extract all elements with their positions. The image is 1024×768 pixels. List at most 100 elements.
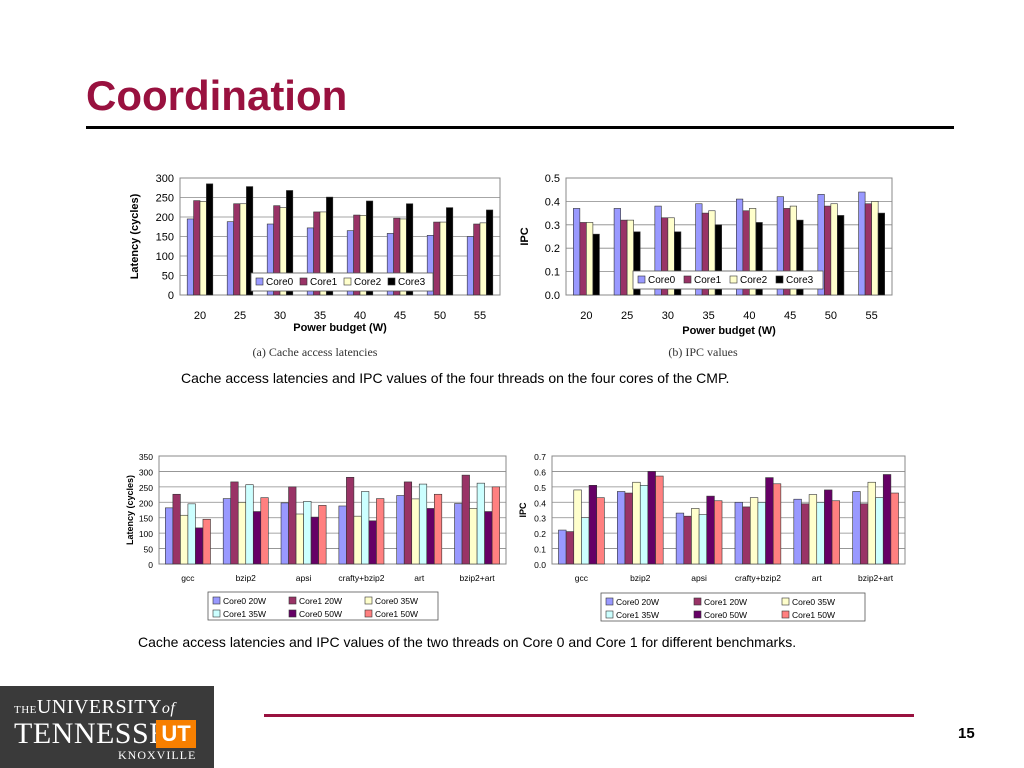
bar-core1-50w-gcc — [596, 497, 605, 565]
bar-core1-50w-bzip2-art — [890, 492, 899, 565]
bar-core3-20 — [592, 233, 600, 296]
y-tick-label: 0.2 — [534, 529, 546, 539]
bar-core1-20w-art — [801, 503, 810, 565]
bar-core1-35w-gcc — [581, 517, 590, 565]
x-tick-label: apsi — [691, 573, 707, 583]
bar-core0-35w-apsi — [295, 513, 304, 565]
x-tick-label: 20 — [580, 310, 592, 322]
bar-core1-20w-bzip2-art — [859, 503, 869, 565]
bar-core1-50w-apsi — [714, 500, 723, 565]
bar-core0-50w-gcc — [195, 527, 204, 565]
legend-box — [632, 270, 824, 290]
bar-core3-35 — [714, 224, 722, 296]
x-tick-label: bzip2 — [236, 573, 257, 583]
ipc-chart: 0.0 0.1 0.2 0.3 0.4 0.5 IPC 20 25 30 35 40 45 50 55 Cor… — [519, 173, 893, 359]
bar-core1-50w-art — [831, 500, 840, 565]
bar-core0-50w-bzip2 — [647, 471, 656, 565]
legend-swatch — [781, 597, 790, 606]
bar-core0-50w-crafty-bzip2 — [368, 520, 377, 565]
legend-swatch — [683, 275, 692, 284]
legend-label: Core1 50W — [792, 610, 835, 620]
bar-core1-20w-art — [403, 481, 413, 565]
bar-core0-50w-apsi — [310, 516, 319, 565]
bar-core0-20w-art — [793, 498, 802, 565]
bar-core1-50 — [433, 221, 441, 296]
bar-core2-55 — [871, 201, 879, 296]
x-tick-label: 55 — [474, 310, 486, 322]
bar-core1-35w-bzip2 — [639, 485, 649, 565]
y-tick-label: 0.0 — [534, 560, 546, 570]
legend-label: Core1 — [694, 275, 722, 286]
bar-core1-20w-gcc — [172, 493, 181, 565]
bar-core0-20w-apsi — [675, 512, 685, 565]
bar-core0-25 — [226, 221, 234, 296]
bar-core0-20w-art — [396, 495, 405, 565]
bar-core1-50w-bzip2 — [260, 497, 269, 565]
bar-core3-45 — [406, 203, 414, 296]
legend-label: Core3 — [398, 277, 426, 288]
legend-label: Core1 20W — [299, 596, 342, 606]
bar-core0-20w-bzip2-art — [454, 503, 463, 565]
x-tick-label: 50 — [825, 310, 837, 322]
legend-swatch — [781, 610, 790, 619]
bar-core1-50 — [824, 205, 832, 296]
x-tick-label: art — [414, 573, 425, 583]
bar-core1-50w-gcc — [202, 518, 211, 565]
x-tick-label: bzip2 — [630, 573, 651, 583]
legend-box — [250, 272, 434, 292]
bar-core1-50w-apsi — [318, 505, 327, 565]
bar-core0-35w-crafty-bzip2 — [749, 497, 759, 565]
x-axis-label: Power budget (W) — [682, 325, 776, 337]
bar-core3-20 — [206, 183, 214, 296]
bar-core0-50w-bzip2-art — [882, 474, 892, 565]
x-tick-label: 50 — [434, 310, 446, 322]
bar-core0-20w-gcc — [558, 529, 567, 565]
logo-knoxville-line: KNOXVILLE — [118, 748, 197, 762]
bar-core2-20 — [586, 222, 594, 296]
bar-core1-20w-bzip2-art — [461, 474, 470, 565]
ut-mark-icon: UT — [156, 720, 196, 748]
legend-swatch — [637, 275, 646, 284]
legend-swatch — [212, 609, 221, 618]
bar-core3-45 — [796, 219, 804, 296]
plot-area — [158, 455, 507, 565]
bar-core1-55 — [864, 203, 872, 296]
bar-core0-20w-crafty-bzip2 — [338, 505, 347, 565]
x-tick-label: 25 — [621, 310, 633, 322]
benchmark-ipc-chart: 0.0 0.1 0.2 0.3 0.4 0.5 0.6 0.7 IPC gcc bzip2 apsi c… — [518, 452, 906, 622]
bar-core1-35w-bzip2-art — [875, 497, 884, 565]
bar-core0-35w-bzip2 — [632, 481, 641, 565]
bar-core3-25 — [633, 231, 641, 296]
bar-core1-20w-apsi — [683, 515, 692, 565]
bar-core2-25 — [239, 203, 247, 296]
bar-core2-20 — [199, 201, 207, 296]
bar-core0-20w-gcc — [165, 507, 174, 565]
bar-core0-20 — [186, 218, 194, 296]
bar-core3-40 — [366, 200, 374, 296]
y-tick-label: 100 — [156, 251, 174, 263]
bar-core3-55 — [877, 212, 885, 296]
bar-core3-40 — [755, 222, 763, 296]
x-tick-label: 30 — [274, 310, 286, 322]
y-tick-label: 150 — [156, 232, 174, 244]
logo-university-line: THEUNIVERSITYof — [14, 696, 176, 718]
bar-core0-20 — [573, 208, 581, 296]
legend-label: Core2 — [354, 277, 382, 288]
caption-top: Cache access latencies and IPC values of… — [181, 370, 730, 386]
x-tick-label: 40 — [354, 310, 366, 322]
legend-swatch — [775, 275, 784, 284]
legend-swatch — [693, 610, 702, 619]
bar-core0-50w-bzip2-art — [484, 511, 493, 565]
y-tick-label: 0.1 — [534, 545, 546, 555]
bar-core1-55 — [473, 223, 481, 296]
bar-core1-20w-crafty-bzip2 — [742, 506, 751, 565]
bar-core0-35w-art — [411, 498, 420, 565]
chart-subtitle: (b) IPC values — [668, 345, 738, 359]
y-tick-label: 50 — [162, 271, 174, 283]
bar-core2-55 — [479, 222, 487, 296]
x-tick-label: gcc — [181, 573, 195, 583]
bar-core0-50w-bzip2 — [252, 511, 262, 565]
x-tick-label: bzip2+art — [858, 573, 894, 583]
bar-core1-20w-bzip2 — [230, 481, 239, 565]
bar-core0-20w-bzip2 — [617, 491, 626, 565]
